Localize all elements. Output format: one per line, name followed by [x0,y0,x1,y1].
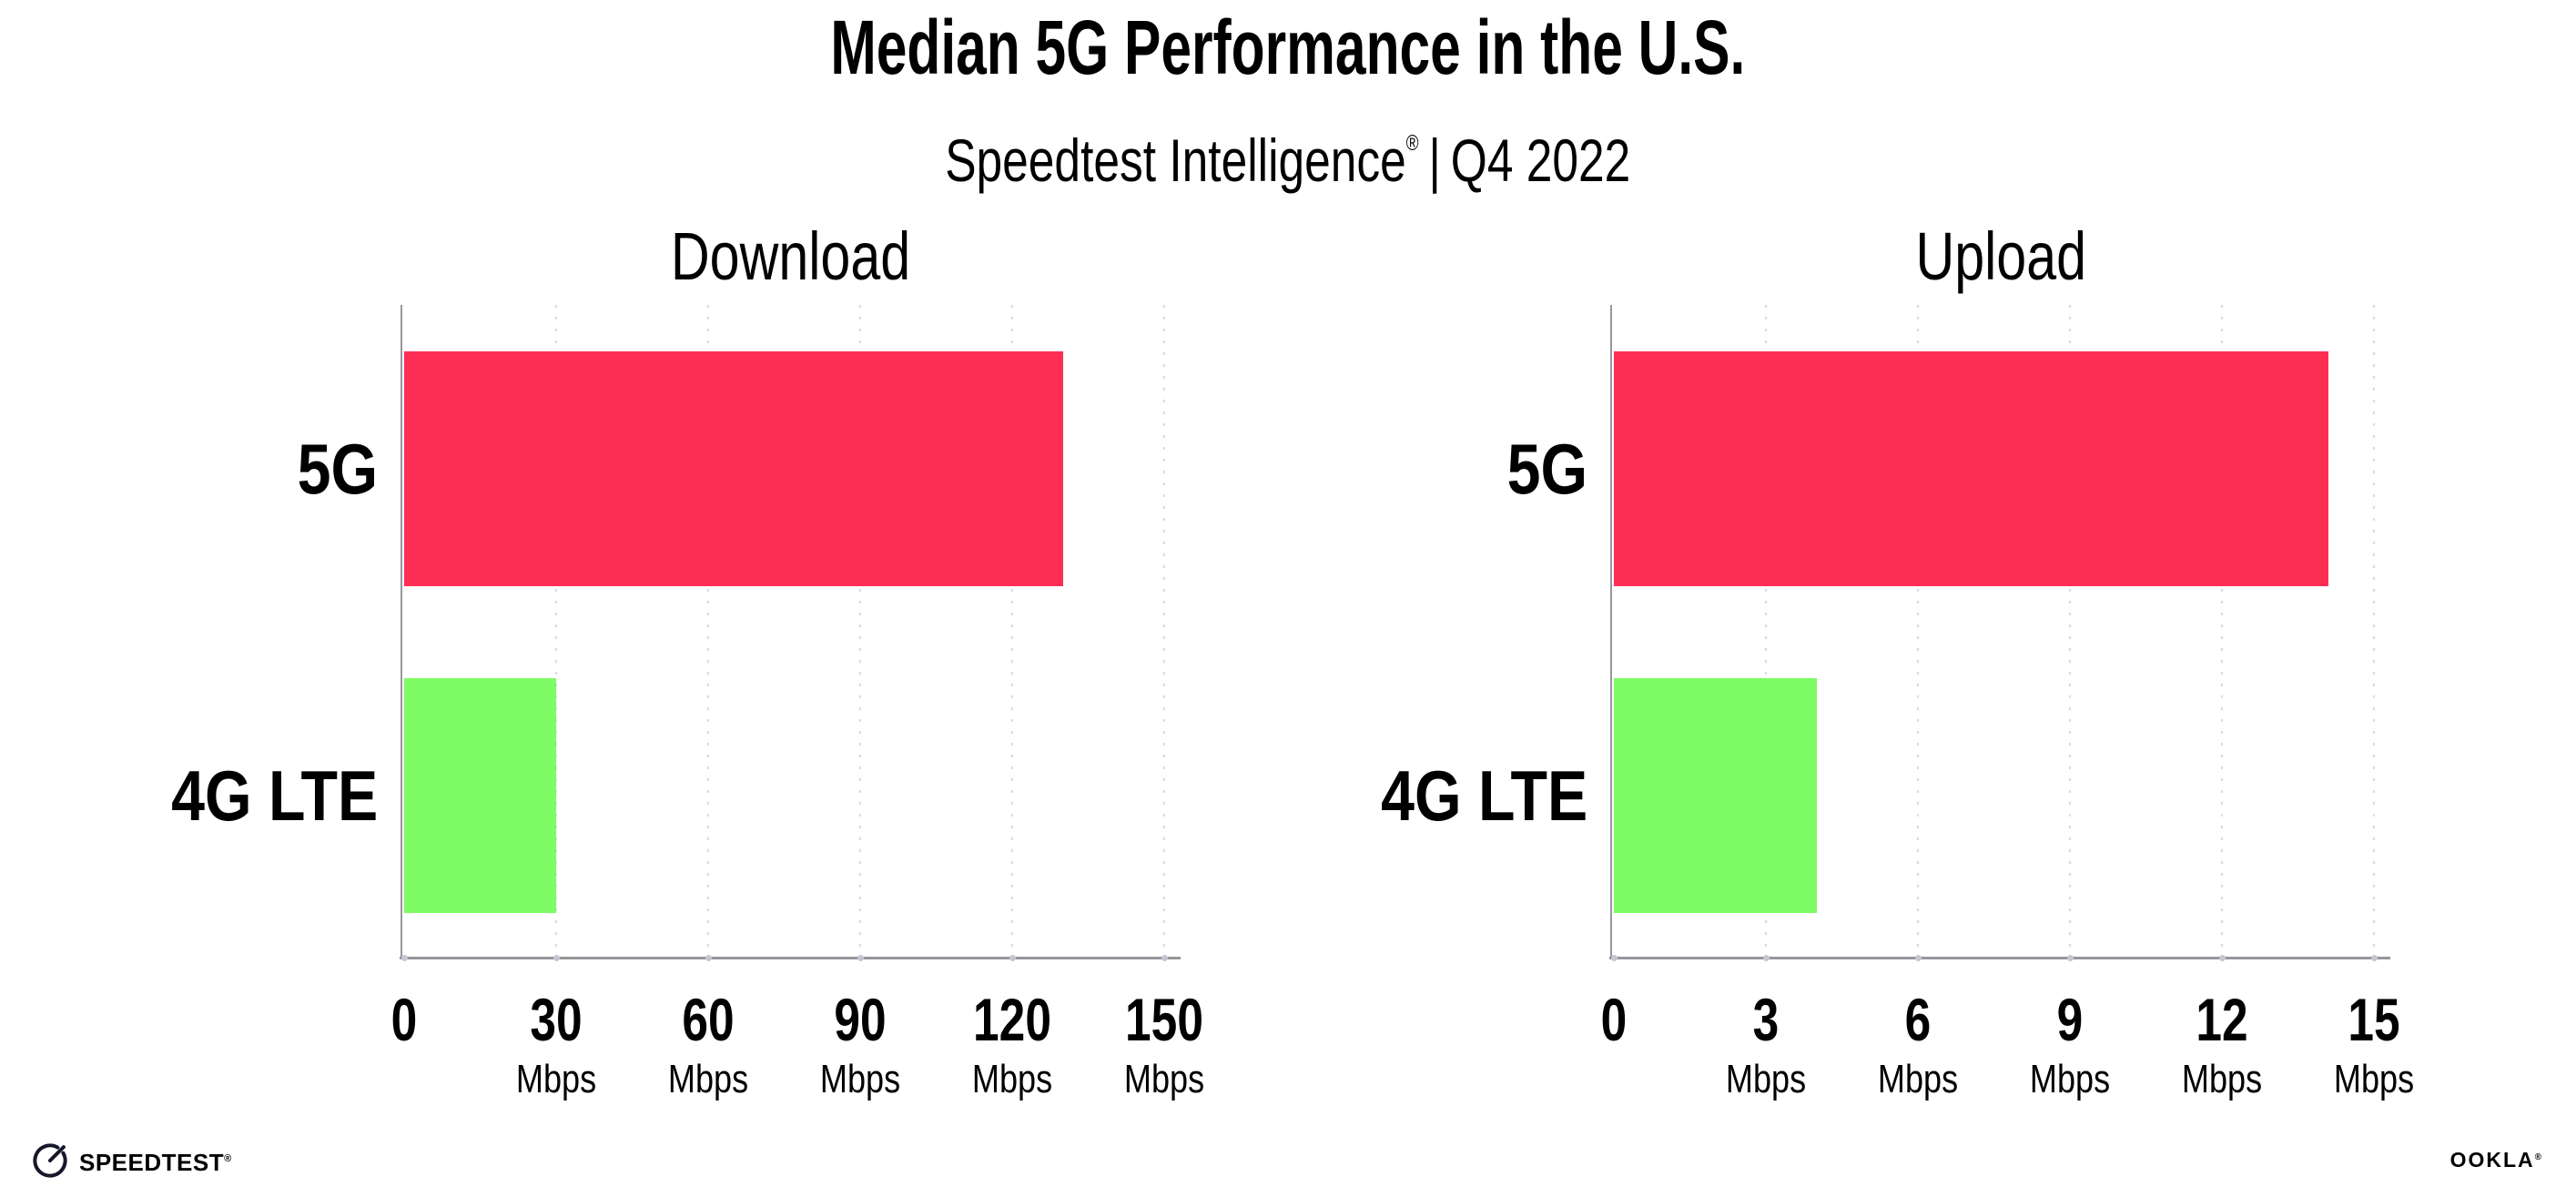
tick-value: 150 [1125,986,1203,1053]
tick-value: 12 [2196,986,2248,1053]
bar-4g-lte [404,677,556,913]
figure-title: Median 5G Performance in the U.S. [0,5,2576,89]
speedtest-wordmark: SPEEDTEST® [79,1149,232,1176]
gridline-9 [2069,305,2071,957]
tick-mark-0 [401,955,408,961]
tick-value: 60 [682,986,735,1053]
tick-mark-12 [2219,955,2226,961]
tick-value: 0 [1600,986,1628,1053]
tick-value: 15 [2348,986,2400,1053]
bar-5g [1614,350,2328,586]
download-x-axis-line [400,957,1181,959]
category-label-5g: 5G [297,428,378,509]
tick-unit: Mbps [2029,1057,2111,1101]
bar-5g [404,350,1063,586]
upload-x-axis-line [1609,957,2390,959]
upload-chart-plot-area: 0 3 Mbps 6 Mbps 9 Mbps 12 Mbps 15 Mbps 5G 4G LTE [1381,305,2414,1101]
tick-mark-3 [1763,955,1770,961]
tick-unit: Mbps [2181,1057,2263,1101]
tick-unit: Mbps [1725,1057,1807,1101]
gridline-12 [2221,305,2223,957]
upload-chart-title: Upload [1915,218,2086,294]
category-label-5g: 5G [1506,428,1587,509]
tick-unit: Mbps [971,1057,1053,1101]
tick-mark-6 [1915,955,1922,961]
subtitle-period: Q4 2022 [1451,127,1631,194]
tick-mark-60 [705,955,712,961]
gridline-120 [1011,305,1013,957]
category-label-4g-lte: 4G LTE [170,755,378,836]
tick-value: 3 [1752,986,1780,1053]
tick-unit: Mbps [1877,1057,1959,1101]
gridline-90 [859,305,861,957]
category-label-4g-lte: 4G LTE [1380,755,1587,836]
subtitle-brand: Speedtest Intelligence [945,127,1407,194]
tick-unit: Mbps [2333,1057,2415,1101]
gridline-150 [1163,305,1165,957]
tick-unit: Mbps [1123,1057,1205,1101]
ookla-logo: OOKLA® [2450,1147,2543,1171]
gridline-30 [555,305,557,957]
tick-unit: Mbps [515,1057,597,1101]
tick-value: 6 [1904,986,1932,1053]
download-chart-title: Download [671,218,911,294]
ookla-registered-mark: ® [2534,1152,2543,1162]
registered-trademark-mark: ® [1406,131,1419,156]
tick-value: 9 [2056,986,2084,1053]
tick-mark-9 [2067,955,2074,961]
subtitle-separator: | [1428,127,1442,194]
gridline-15 [2373,305,2375,957]
tick-unit: Mbps [819,1057,901,1101]
speedtest-gauge-icon [31,1141,69,1180]
tick-value: 120 [973,986,1051,1053]
tick-value: 30 [530,986,583,1053]
gridline-3 [1765,305,1767,957]
tick-value: 0 [390,986,418,1053]
tick-mark-30 [553,955,560,961]
download-y-axis-line [401,305,402,959]
tick-mark-0 [1611,955,1618,961]
speedtest-logo: SPEEDTEST® [31,1140,232,1182]
bar-4g-lte [1614,677,1817,913]
tick-value: 90 [834,986,887,1053]
gridline-60 [707,305,709,957]
ookla-wordmark: OOKLA [2449,1148,2535,1172]
upload-y-axis-line [1610,305,1612,959]
figure-subtitle: Speedtest Intelligence® | Q4 2022 [0,109,2576,195]
gridline-6 [1917,305,1919,957]
tick-mark-15 [2371,955,2378,961]
tick-mark-120 [1009,955,1016,961]
tick-mark-90 [857,955,864,961]
tick-unit: Mbps [667,1057,749,1101]
speedtest-registered-mark: ® [224,1153,232,1164]
figure-title-text: Median 5G Performance in the U.S. [830,5,1746,90]
download-chart-plot-area: 0 30 Mbps 60 Mbps 90 Mbps 120 Mbps 150 Mbps 5G 4G LT… [171,305,1204,1101]
tick-mark-150 [1161,955,1168,961]
